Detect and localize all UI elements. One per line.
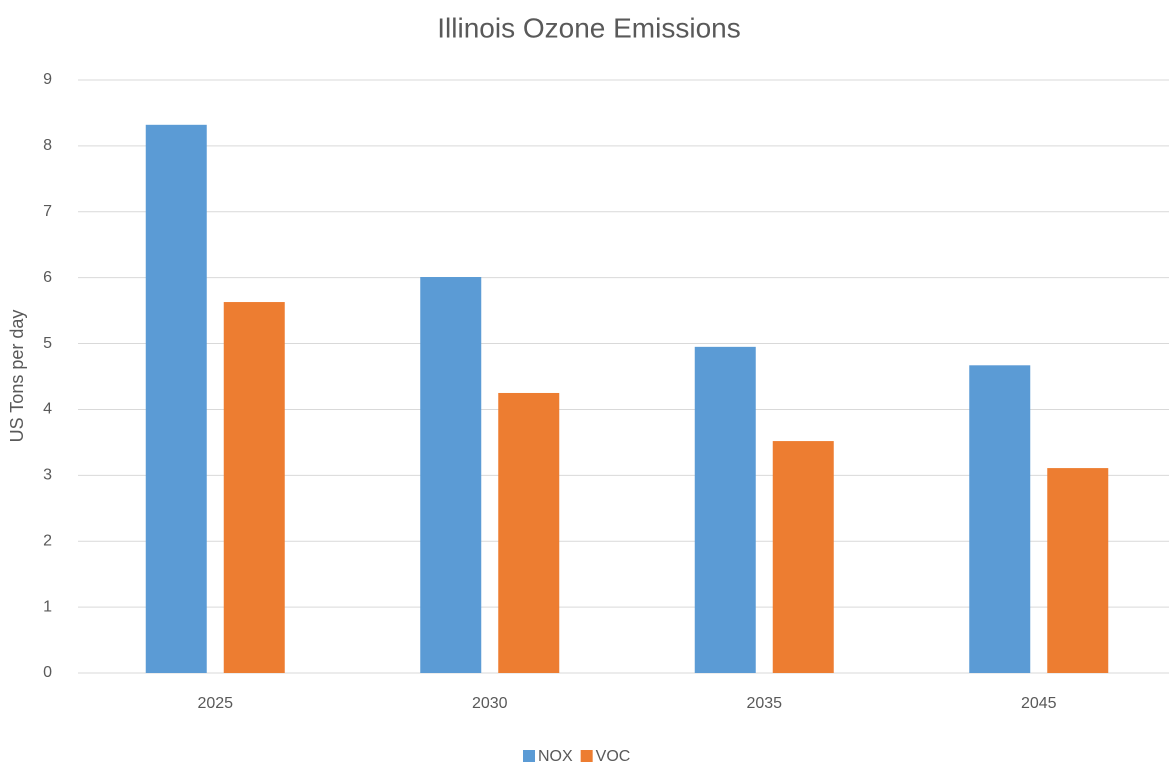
y-tick-label: 2 [43, 532, 52, 549]
bar [223, 302, 285, 673]
y-tick-label: 9 [43, 71, 52, 88]
y-tick-label: 3 [43, 467, 52, 484]
y-tick-label: 8 [43, 137, 52, 154]
y-tick-label: 6 [43, 269, 52, 286]
y-tick-label: 0 [43, 664, 52, 681]
y-tick-label: 4 [43, 401, 52, 418]
legend-swatch [523, 750, 535, 762]
x-tick-label: 2030 [472, 695, 508, 712]
bar [694, 346, 756, 673]
y-tick-label: 5 [43, 335, 52, 352]
bar [772, 441, 834, 673]
x-tick-label: 2035 [746, 695, 782, 712]
legend-label: NOX [538, 748, 573, 765]
legend-swatch [580, 750, 593, 762]
chart-title: Illinois Ozone Emissions [437, 12, 740, 43]
y-tick-label: 7 [43, 203, 52, 220]
bar [420, 277, 482, 673]
y-tick-label: 1 [43, 598, 52, 615]
bar [969, 365, 1031, 673]
bar [1047, 468, 1109, 673]
y-axis-label: US Tons per day [7, 310, 27, 443]
x-tick-label: 2025 [197, 695, 233, 712]
legend-label: VOC [596, 748, 631, 765]
x-tick-label: 2045 [1021, 695, 1057, 712]
bar [498, 392, 560, 673]
bar [145, 124, 207, 673]
